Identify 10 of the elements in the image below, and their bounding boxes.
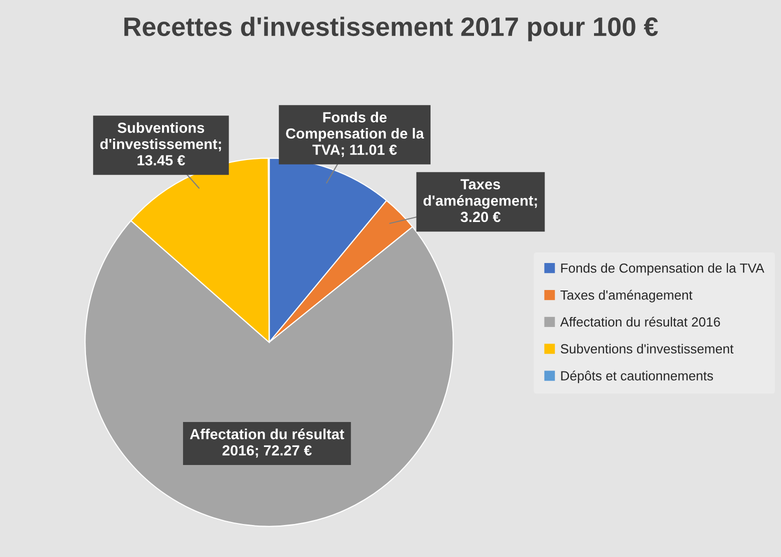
data-label: Affectation du résultat 2016; 72.27 € <box>190 428 344 458</box>
chart-title: Recettes d'investissement 2017 pour 100 € <box>124 16 658 42</box>
legend-label: Subventions d'investissement <box>560 344 734 354</box>
data-label: Taxes d'aménagement; 3.20 € <box>424 179 537 222</box>
legend-label: Dépôts et cautionnements <box>561 370 713 384</box>
legend-label: Taxes d'aménagement <box>560 290 692 302</box>
legend-label: Fonds de Compensation de la TVA <box>561 263 764 276</box>
data-label: Fonds de Compensation de la TVA; 11.01 € <box>286 112 424 158</box>
data-label: Subventions d'investissement; 13.45 € <box>100 122 221 166</box>
legend-label: Affectation du résultat 2016 <box>560 316 720 327</box>
